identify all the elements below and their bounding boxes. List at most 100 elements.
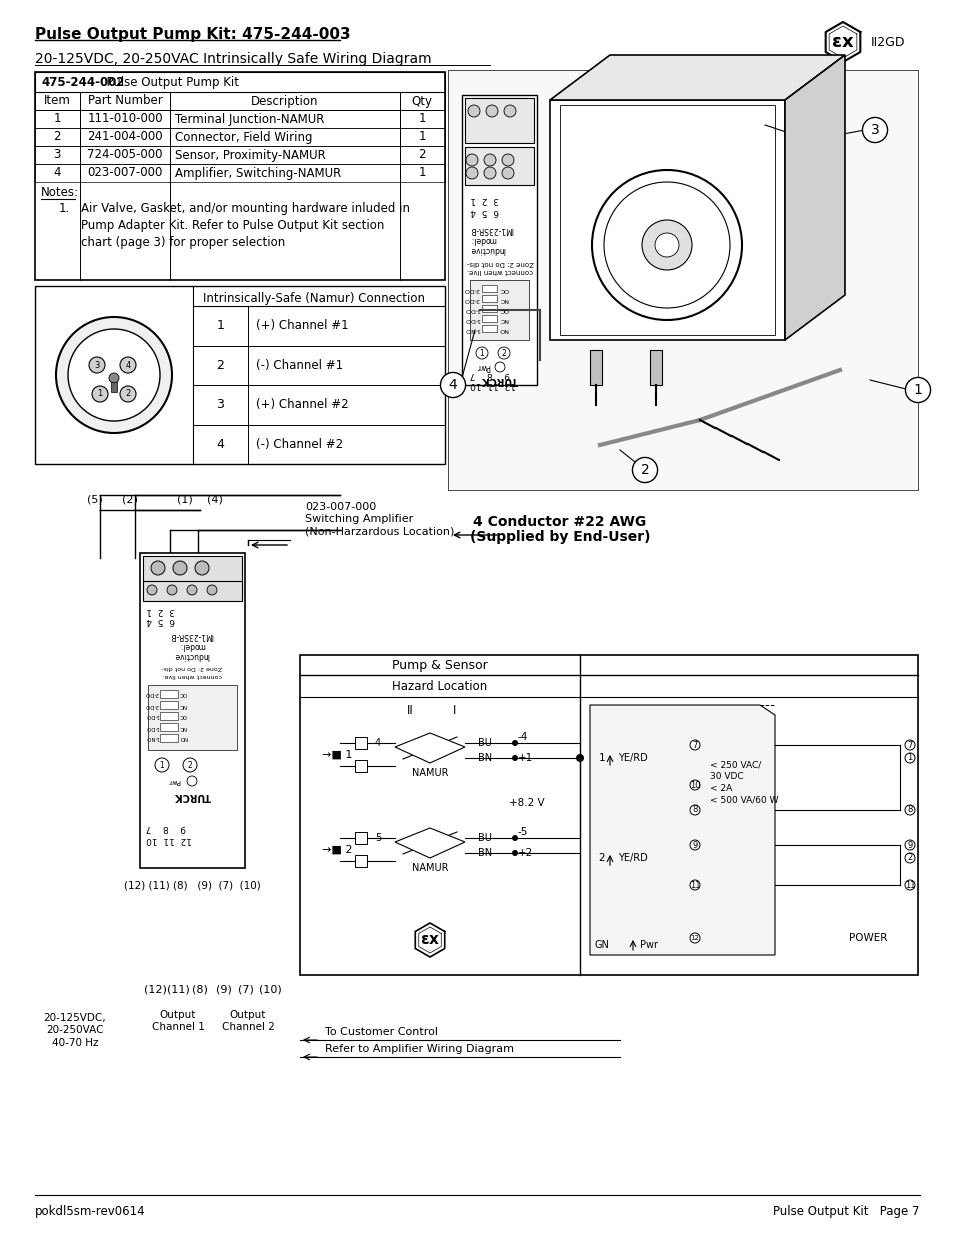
Text: (10): (10) [258, 986, 281, 995]
Text: IM1-23SR-B: IM1-23SR-B [170, 631, 213, 640]
Circle shape [172, 561, 187, 576]
Text: BN: BN [477, 848, 492, 858]
Circle shape [465, 167, 477, 179]
Text: 1-DO: 1-DO [145, 714, 159, 719]
Text: (12): (12) [143, 986, 166, 995]
Text: 4: 4 [448, 378, 456, 391]
Text: (-) Channel #1: (-) Channel #1 [255, 358, 343, 372]
Text: 9    8    7: 9 8 7 [470, 370, 510, 379]
Bar [160, 713, 178, 720]
Text: (4): (4) [207, 495, 223, 505]
Text: 12  11  10: 12 11 10 [146, 835, 192, 844]
Text: 2: 2 [125, 389, 131, 399]
Text: 8: 8 [692, 805, 697, 815]
Text: -4: -4 [517, 732, 528, 742]
Circle shape [512, 755, 517, 761]
Text: Switching Amplifier: Switching Amplifier [305, 514, 413, 524]
Text: 111-010-000: 111-010-000 [87, 112, 163, 126]
Text: Terminal Junction-NAMUR: Terminal Junction-NAMUR [174, 112, 324, 126]
Bar [559, 105, 774, 335]
Bar [355, 855, 367, 867]
Text: OC: OC [179, 714, 187, 719]
Text: (Supplied by End-User): (Supplied by End-User) [469, 530, 650, 543]
Text: pokdl5sm-rev0614: pokdl5sm-rev0614 [35, 1205, 146, 1218]
Text: 4: 4 [53, 167, 61, 179]
Text: 1: 1 [216, 320, 224, 332]
Bar [140, 553, 245, 868]
Text: (2): (2) [122, 495, 138, 505]
Text: 1: 1 [159, 761, 164, 769]
Text: 241-004-000: 241-004-000 [87, 131, 163, 143]
Text: Pwr: Pwr [639, 940, 658, 950]
Text: Description: Description [251, 95, 318, 107]
Text: (12) (11) (8)   (9)  (7)  (10): (12) (11) (8) (9) (7) (10) [124, 881, 260, 890]
Text: Zone 2: Do not dis-: Zone 2: Do not dis- [467, 261, 534, 266]
Bar [481, 325, 497, 332]
Circle shape [501, 167, 514, 179]
Text: 2-DO: 2-DO [463, 287, 479, 291]
Circle shape [689, 805, 700, 815]
Text: 1: 1 [906, 753, 912, 762]
Circle shape [485, 105, 497, 117]
Bar [148, 685, 236, 750]
Circle shape [497, 347, 510, 359]
Circle shape [167, 585, 177, 595]
Text: YE/RD: YE/RD [618, 753, 647, 763]
Text: (8): (8) [192, 986, 208, 995]
Text: 1-DO: 1-DO [463, 316, 479, 321]
Text: 4: 4 [216, 437, 224, 451]
Circle shape [120, 357, 136, 373]
Circle shape [904, 881, 914, 890]
Text: YE/RD: YE/RD [618, 853, 647, 863]
Polygon shape [550, 56, 844, 100]
Text: Item: Item [44, 95, 71, 107]
Text: Hazard Location: Hazard Location [392, 679, 487, 693]
Text: NO: NO [179, 736, 187, 741]
Text: Output
Channel 1: Output Channel 1 [152, 1010, 204, 1032]
Text: 20-125VDC,
20-250VAC
40-70 Hz: 20-125VDC, 20-250VAC 40-70 Hz [44, 1013, 106, 1047]
Text: connect when live.: connect when live. [162, 673, 221, 678]
Text: 7: 7 [692, 741, 697, 750]
Circle shape [56, 317, 172, 433]
Text: To Customer Control: To Customer Control [325, 1028, 437, 1037]
Text: (-) Channel #2: (-) Channel #2 [255, 437, 343, 451]
Bar [299, 655, 917, 974]
Bar [35, 128, 444, 146]
Circle shape [147, 585, 157, 595]
Text: 2: 2 [188, 761, 193, 769]
Text: BU: BU [477, 739, 492, 748]
Bar [355, 737, 367, 748]
Text: Amplifier, Switching-NAMUR: Amplifier, Switching-NAMUR [174, 167, 341, 179]
Text: OC: OC [498, 287, 508, 291]
Text: +8.2 V: +8.2 V [509, 798, 544, 808]
Text: $\mathbf{\varepsilon x}$: $\mathbf{\varepsilon x}$ [419, 932, 439, 947]
Text: NC: NC [179, 725, 187, 730]
Circle shape [183, 758, 196, 772]
Text: I: I [453, 704, 456, 718]
Polygon shape [395, 734, 464, 763]
Text: Sensor, Proximity-NAMUR: Sensor, Proximity-NAMUR [174, 148, 325, 162]
Bar [448, 70, 917, 490]
Text: 3: 3 [53, 148, 61, 162]
Bar [35, 72, 444, 280]
Bar [464, 147, 534, 185]
Bar [481, 305, 497, 312]
Circle shape [465, 154, 477, 165]
Circle shape [904, 805, 914, 815]
Bar [143, 556, 242, 598]
Text: TURCK: TURCK [480, 375, 517, 385]
Text: TURCK: TURCK [173, 790, 211, 802]
Text: NAMUR: NAMUR [412, 768, 448, 778]
Text: 4: 4 [375, 739, 380, 748]
Text: 2-DO: 2-DO [463, 296, 479, 301]
Polygon shape [784, 56, 844, 340]
Bar [35, 91, 444, 110]
Bar [789, 130, 814, 149]
Circle shape [689, 740, 700, 750]
Text: 023-007-000: 023-007-000 [305, 501, 375, 513]
Text: Part Number: Part Number [88, 95, 162, 107]
Text: Pump & Sensor: Pump & Sensor [392, 658, 487, 672]
Text: OC: OC [498, 306, 508, 311]
Text: Air Valve, Gasket, and/or mounting hardware inluded in
Pump Adapter Kit. Refer t: Air Valve, Gasket, and/or mounting hardw… [81, 203, 410, 249]
Text: NO: NO [498, 326, 508, 331]
